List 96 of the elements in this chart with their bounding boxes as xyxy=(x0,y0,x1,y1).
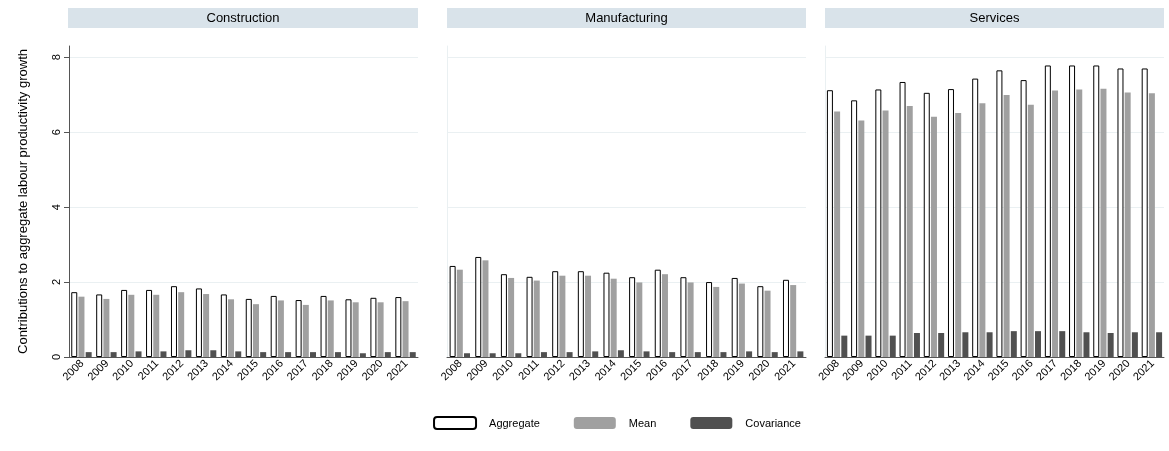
bar xyxy=(782,279,789,357)
legend-label: Mean xyxy=(628,417,657,429)
bar xyxy=(577,271,584,357)
bar xyxy=(103,298,110,357)
bar xyxy=(449,265,456,357)
bar xyxy=(500,274,507,357)
legend-label: Covariance xyxy=(745,417,801,429)
bar xyxy=(629,277,636,357)
chart-title: Construction xyxy=(68,8,418,28)
bar xyxy=(996,70,1003,357)
chart-title: Services xyxy=(825,8,1164,28)
bar xyxy=(295,300,302,357)
bar xyxy=(482,260,489,357)
bar xyxy=(170,286,177,357)
bar xyxy=(706,282,713,357)
bar xyxy=(475,256,482,357)
bar xyxy=(456,269,463,357)
bar xyxy=(687,282,694,357)
bar xyxy=(320,295,327,357)
bar xyxy=(826,90,833,357)
bar xyxy=(245,298,252,357)
bar xyxy=(972,78,979,357)
bar xyxy=(764,290,771,357)
legend-label: Aggregate xyxy=(489,417,540,429)
bar xyxy=(96,294,103,357)
bar xyxy=(1020,80,1027,357)
chart-title: Manufacturing xyxy=(447,8,806,28)
bar xyxy=(370,297,377,357)
bar xyxy=(661,274,668,357)
bar xyxy=(277,300,284,357)
bar xyxy=(1069,65,1076,357)
y-axis-title: Contributions to aggregate labour productivity growth xyxy=(15,49,30,354)
bar xyxy=(302,304,309,357)
bar xyxy=(552,271,559,357)
bar xyxy=(220,294,227,357)
bar xyxy=(680,277,687,357)
bar xyxy=(1100,88,1107,357)
bar xyxy=(930,116,937,357)
bar xyxy=(71,292,78,357)
bar xyxy=(508,277,515,357)
bar xyxy=(834,111,841,357)
bar xyxy=(327,300,334,357)
bar xyxy=(1027,104,1034,357)
bar xyxy=(559,275,566,357)
bar xyxy=(790,285,797,357)
y-tick-label: 4 xyxy=(49,204,62,211)
bar xyxy=(654,269,661,357)
bar xyxy=(875,89,882,357)
bar xyxy=(195,288,202,357)
bar xyxy=(526,276,533,357)
bar xyxy=(851,100,858,357)
bar xyxy=(270,295,277,357)
bar xyxy=(731,277,738,357)
bar xyxy=(153,294,160,357)
bar xyxy=(923,92,930,357)
bar xyxy=(352,302,359,357)
bar xyxy=(228,299,235,357)
bar xyxy=(713,286,720,357)
bar xyxy=(1003,95,1010,357)
y-tick-label: 6 xyxy=(49,129,62,136)
bar xyxy=(78,296,85,357)
bar xyxy=(345,299,352,357)
y-tick-label: 8 xyxy=(49,54,62,61)
bar xyxy=(1124,92,1131,357)
bar xyxy=(757,286,764,357)
bar xyxy=(395,297,402,357)
y-tick-label: 0 xyxy=(49,353,62,361)
bar xyxy=(947,89,954,357)
bar xyxy=(610,278,617,357)
bar xyxy=(252,304,259,357)
bar xyxy=(906,105,913,357)
bar xyxy=(882,110,889,357)
bar xyxy=(603,272,610,357)
bar xyxy=(533,280,540,357)
bar xyxy=(203,294,210,357)
bar xyxy=(899,81,906,357)
bar xyxy=(402,301,409,357)
bar xyxy=(858,120,865,357)
bar xyxy=(1044,65,1051,357)
bar xyxy=(636,282,643,357)
bar xyxy=(1052,90,1059,357)
bar xyxy=(121,289,128,357)
bar xyxy=(128,294,135,357)
y-tick-label: 2 xyxy=(49,279,62,286)
bar xyxy=(377,302,384,357)
bar xyxy=(1117,68,1124,357)
bar xyxy=(585,275,592,357)
bar xyxy=(1141,68,1148,357)
bar xyxy=(1076,89,1083,357)
bar xyxy=(146,289,153,357)
bar xyxy=(178,292,185,357)
bar xyxy=(979,103,986,357)
bar xyxy=(1093,65,1100,357)
bar xyxy=(955,113,962,357)
bar xyxy=(738,283,745,357)
bar xyxy=(1148,93,1155,357)
